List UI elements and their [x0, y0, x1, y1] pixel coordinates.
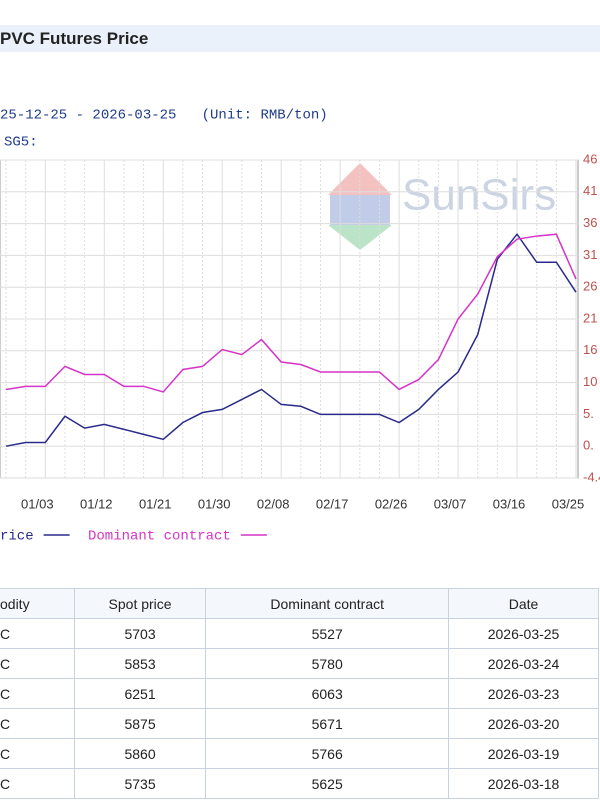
table-row: C 5875 5671 2026-03-20	[0, 708, 599, 739]
table-cell: 5853	[73, 648, 207, 679]
y-tick-label: 41	[583, 183, 597, 198]
y-tick-label: 10	[583, 374, 597, 389]
table-row: C 5860 5766 2026-03-19	[0, 738, 599, 769]
y-tick-label: 21	[583, 310, 597, 325]
table-cell: C	[0, 738, 75, 769]
table-cell: 5860	[73, 738, 207, 769]
series-line	[5, 233, 577, 393]
table-cell: 2026-03-25	[448, 618, 599, 649]
table-cell: 2026-03-20	[448, 708, 599, 739]
table-cell: 2026-03-19	[448, 738, 599, 769]
x-tick-label: 01/21	[139, 496, 172, 511]
header-title: PVC Futures Price	[0, 29, 149, 48]
table-cell: 2026-03-24	[448, 648, 599, 679]
x-tick-label: 03/07	[434, 496, 467, 511]
y-tick-label: 5.	[583, 406, 594, 421]
x-tick-label: 02/08	[257, 496, 290, 511]
legend-label: rice	[0, 529, 34, 545]
table-cell: C	[0, 708, 75, 739]
table-cell: 6251	[73, 678, 207, 709]
watermark: SunSirs	[402, 171, 556, 220]
series-line	[5, 232, 577, 447]
header-row: odity Spot price Dominant contract Date	[0, 588, 599, 619]
table-cell: 5875	[73, 708, 207, 739]
x-tick-label: 01/30	[198, 496, 231, 511]
table-wrap: odity Spot price Dominant contract Date C 570…	[0, 588, 600, 800]
y-tick-label: 36	[583, 215, 597, 230]
table-cell: C	[0, 678, 75, 709]
chart-subtitle: 25-12-25 - 2026-03-25 (Unit: RMB/ton)	[0, 108, 328, 124]
price-table: odity Spot price Dominant contract Date C 570…	[0, 588, 599, 799]
legend-label: Dominant contract	[88, 529, 231, 545]
table-cell: C	[0, 648, 75, 679]
table-row: C 6251 6063 2026-03-23	[0, 678, 599, 709]
column-header: Spot price	[73, 588, 207, 619]
table-cell: 5527	[205, 618, 450, 649]
table-row: C 5703 5527 2026-03-25	[0, 618, 599, 649]
table-cell: C	[0, 768, 75, 799]
x-tick-label: 02/17	[316, 496, 349, 511]
x-tick-label: 01/12	[80, 496, 113, 511]
table-cell: 5703	[73, 618, 207, 649]
series-label: SG5:	[4, 135, 38, 151]
x-tick-label: 02/26	[375, 496, 408, 511]
table-cell: 6063	[205, 678, 450, 709]
table-row: C 5853 5780 2026-03-24	[0, 648, 599, 679]
table-cell: 5671	[205, 708, 450, 739]
chart: SunSirs 25-12-25 - 2026-03-25 (Unit: RMB…	[0, 108, 600, 545]
table-cell: 5780	[205, 648, 450, 679]
column-header: odity	[0, 588, 75, 619]
x-tick-label: 03/16	[493, 496, 526, 511]
table-cell: 5766	[205, 738, 450, 769]
column-header: Date	[448, 588, 599, 619]
table-cell: 5735	[73, 768, 207, 799]
y-tick-label: 16	[583, 342, 597, 357]
table-row: C 5735 5625 2026-03-18	[0, 768, 599, 799]
column-header: Dominant contract	[205, 588, 450, 619]
table-cell: 2026-03-18	[448, 768, 599, 799]
table-cell: C	[0, 618, 75, 649]
x-tick-label: 03/25	[552, 496, 585, 511]
y-tick-label: -4.4	[583, 469, 600, 484]
table-cell: 2026-03-23	[448, 678, 599, 709]
header-bar: PVC Futures Price	[0, 25, 600, 52]
y-tick-label: 31	[583, 247, 597, 262]
y-tick-label: 26	[583, 279, 597, 294]
x-tick-label: 01/03	[21, 496, 54, 511]
y-tick-label: 46	[583, 151, 597, 166]
y-tick-label: 0.	[583, 438, 594, 453]
table-cell: 5625	[205, 768, 450, 799]
